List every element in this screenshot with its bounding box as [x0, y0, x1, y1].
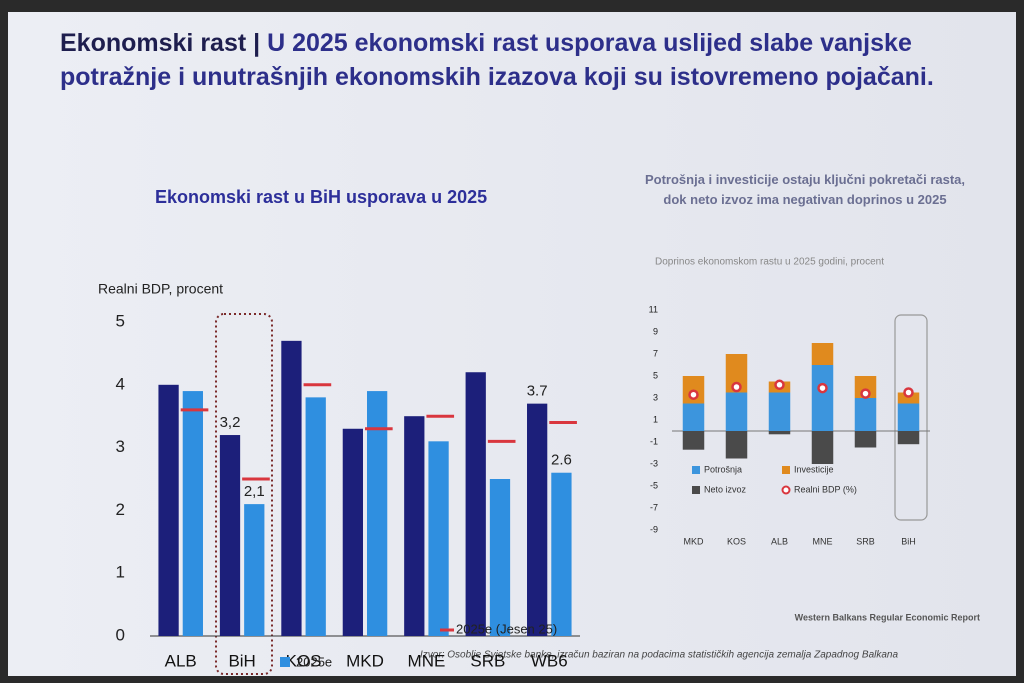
y-tick-label: 1: [116, 563, 125, 582]
bar-segment: [897, 431, 920, 445]
y-tick-label: 3: [653, 392, 658, 402]
source: Izvor: Osoblje Svjetske banke, izračun b…: [420, 650, 898, 661]
legend-label: Investicije: [794, 464, 834, 474]
bar: [489, 479, 511, 636]
x-tick-label: KOS: [286, 651, 322, 670]
legend-swatch: [781, 485, 791, 495]
x-tick-label: MKD: [684, 536, 705, 546]
bar-segment: [725, 354, 748, 393]
chart-title: Potrošnja i investicije ostaju ključni p…: [644, 172, 966, 207]
bar: [219, 435, 241, 636]
highlight-box: [894, 314, 928, 521]
bar: [342, 428, 363, 636]
bar-segment: [725, 392, 748, 431]
x-tick-label: MKD: [346, 651, 384, 670]
y-tick-label: -9: [650, 524, 658, 534]
value-label: 3,2: [220, 414, 241, 431]
bar-segment: [682, 403, 705, 431]
x-tick-label: WB6: [531, 651, 568, 670]
legend-swatch: [692, 486, 700, 494]
slide-title: Ekonomski rast | U 2025 ekonomski rast u…: [60, 26, 960, 94]
y-tick-label: 2: [116, 500, 125, 519]
bar: [305, 397, 326, 636]
bar-segment: [725, 431, 748, 459]
legend-label: Realni BDP (%): [794, 484, 857, 494]
bar-segment: [854, 398, 877, 431]
highlight-box: [215, 313, 273, 675]
chart-title: Ekonomski rast u BiH usporava u 2025: [155, 187, 487, 207]
legend-swatch: [782, 466, 790, 474]
y-tick-label: 9: [653, 326, 658, 336]
x-tick-label: ALB: [771, 536, 788, 546]
gdp-marker: [688, 389, 699, 400]
legend-label: Neto izvoz: [704, 484, 747, 494]
bar: [367, 391, 388, 636]
y-tick-label: 3: [116, 437, 125, 456]
chart-subtitle: Doprinos ekonomskom rastu u 2025 godini,…: [655, 257, 884, 268]
title-rest: U 2025 ekonomski rast usporava uslijed s…: [60, 29, 934, 91]
title-lead: Ekonomski rast |: [60, 29, 261, 57]
bar-segment: [768, 392, 791, 431]
bar-segment: [897, 403, 920, 431]
x-tick-label: BiH: [228, 651, 255, 670]
bar-segment: [811, 431, 834, 464]
bar: [281, 340, 302, 636]
bar-segment: [897, 392, 920, 404]
y-tick-label: 5: [653, 370, 658, 380]
bar-segment: [854, 431, 877, 448]
bar: [244, 504, 265, 636]
x-tick-label: SRB: [856, 536, 875, 546]
y-tick-label: -1: [650, 436, 658, 446]
y-tick-label: 5: [116, 311, 125, 330]
bar: [182, 391, 203, 636]
y-tick-label: -3: [650, 458, 658, 468]
bar: [404, 416, 425, 636]
bar-segment: [682, 431, 705, 450]
y-tick-label: -7: [650, 502, 658, 512]
bar: [465, 372, 486, 636]
x-tick-label: SRB: [470, 651, 505, 670]
bar-segment: [811, 343, 834, 365]
bar: [428, 441, 449, 636]
bar-segment: [768, 431, 791, 435]
gdp-marker: [903, 387, 914, 398]
y-tick-label: 1: [653, 414, 658, 424]
legend-label: 2025e (Jesen 25): [456, 621, 557, 636]
x-tick-label: MNE: [813, 536, 833, 546]
value-label: 2,1: [244, 483, 265, 500]
bar: [158, 384, 179, 636]
bar: [551, 472, 572, 636]
y-tick-label: -5: [650, 480, 658, 490]
bar: [527, 403, 548, 636]
x-tick-label: BiH: [901, 536, 916, 546]
legend-label: 2025e: [296, 654, 332, 669]
gdp-marker: [860, 388, 871, 399]
gdp-marker: [817, 382, 828, 394]
footer: Western Balkans Regular Economic Report: [795, 612, 980, 622]
x-tick-label: MNE: [408, 651, 446, 670]
gdp-marker: [774, 379, 785, 391]
x-tick-label: ALB: [165, 651, 197, 670]
x-tick-label: KOS: [727, 536, 746, 546]
y-tick-label: 7: [653, 348, 658, 358]
legend-swatch: [692, 466, 700, 474]
gdp-marker: [731, 381, 742, 393]
y-tick-label: 0: [116, 625, 125, 644]
y-axis-label: Realni BDP, procent: [98, 281, 223, 297]
bar-segment: [811, 365, 834, 431]
value-label: 2.6: [551, 452, 572, 469]
value-label: 3.7: [527, 383, 548, 400]
legend-swatch: [280, 657, 290, 667]
y-tick-label: 11: [649, 304, 658, 314]
y-tick-label: 4: [116, 374, 125, 393]
bar-segment: [854, 376, 877, 398]
legend-label: Potrošnja: [704, 464, 742, 474]
